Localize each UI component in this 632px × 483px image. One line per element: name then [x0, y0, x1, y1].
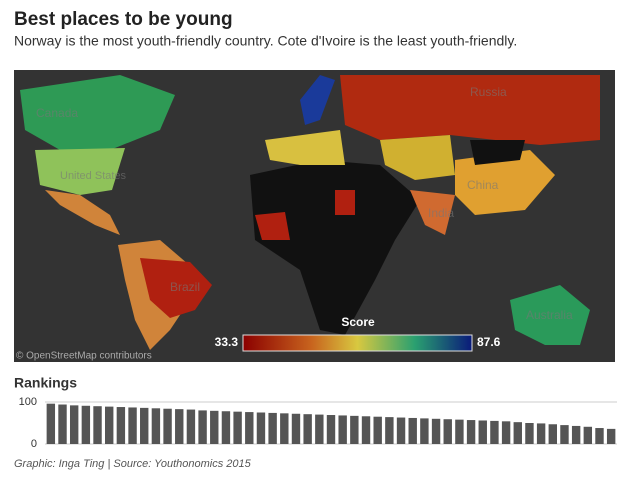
bar — [303, 414, 312, 444]
bar — [408, 417, 417, 444]
bar — [291, 413, 301, 444]
bar — [186, 409, 196, 444]
map-label: Canada — [36, 106, 78, 120]
bar — [58, 404, 67, 444]
country — [470, 140, 525, 165]
bar — [46, 403, 56, 444]
bar — [338, 415, 347, 444]
bar — [315, 414, 324, 444]
map-label: Australia — [526, 308, 573, 322]
map-label: Russia — [470, 85, 507, 99]
bar — [513, 422, 522, 444]
bar — [140, 407, 149, 444]
bar — [560, 425, 569, 444]
country — [335, 190, 355, 215]
map-labels: Russia Canada United States China India … — [36, 85, 573, 322]
country — [255, 212, 290, 240]
country — [140, 258, 212, 318]
country — [410, 190, 455, 235]
bar — [163, 408, 172, 444]
bar — [221, 411, 231, 444]
bar — [396, 417, 406, 444]
bar — [431, 418, 441, 444]
legend-max: 87.6 — [477, 335, 501, 349]
bar — [548, 424, 557, 444]
bar — [361, 416, 371, 444]
bar — [326, 415, 336, 444]
bar — [373, 416, 382, 444]
country — [45, 190, 120, 235]
bar — [490, 420, 499, 444]
bar — [175, 409, 184, 444]
bar — [151, 408, 161, 444]
bar — [478, 420, 487, 444]
country — [510, 285, 590, 345]
country — [300, 75, 335, 125]
bar — [420, 418, 429, 444]
legend-scale — [242, 334, 473, 352]
legend-title: Score — [341, 315, 375, 329]
bar — [595, 428, 604, 444]
region — [250, 160, 420, 335]
bar — [571, 425, 581, 444]
bar — [280, 413, 289, 444]
country — [455, 150, 555, 215]
country — [20, 75, 175, 150]
footer: Graphic: Inga Ting | Source: Youthonomic… — [14, 458, 252, 470]
y-tick-label: 0 — [31, 438, 37, 450]
bar — [198, 410, 207, 444]
country — [380, 135, 455, 180]
chart-title: Rankings — [14, 375, 77, 391]
bar — [245, 412, 254, 444]
subtitle: Norway is the most youth-friendly countr… — [14, 33, 517, 49]
bar — [606, 428, 616, 444]
bar — [268, 412, 277, 444]
bar — [116, 407, 126, 444]
bar — [105, 406, 114, 444]
legend-min: 33.3 — [215, 335, 239, 349]
bar — [583, 426, 593, 444]
country — [35, 148, 125, 195]
map-label: Brazil — [170, 280, 200, 294]
map-label: India — [428, 206, 454, 220]
country — [340, 75, 600, 145]
region — [265, 130, 345, 165]
bar — [466, 420, 476, 444]
map-label: China — [467, 178, 499, 192]
rankings-chart: 0 100 — [19, 396, 617, 450]
bar — [525, 423, 534, 444]
title: Best places to be young — [14, 9, 233, 30]
bar — [128, 407, 137, 444]
bar — [443, 419, 452, 444]
bar — [210, 410, 219, 444]
bar — [69, 405, 79, 444]
bar — [93, 406, 102, 444]
bar — [536, 423, 546, 444]
bar — [350, 415, 359, 444]
map — [14, 70, 615, 362]
bar — [385, 417, 394, 444]
bar — [501, 421, 511, 444]
y-tick-label: 100 — [19, 396, 37, 408]
map-label: United States — [60, 170, 127, 182]
bar — [233, 411, 242, 444]
bar — [256, 412, 266, 444]
attribution: © OpenStreetMap contributors — [16, 351, 152, 362]
bar — [455, 419, 464, 444]
bar — [81, 405, 91, 444]
